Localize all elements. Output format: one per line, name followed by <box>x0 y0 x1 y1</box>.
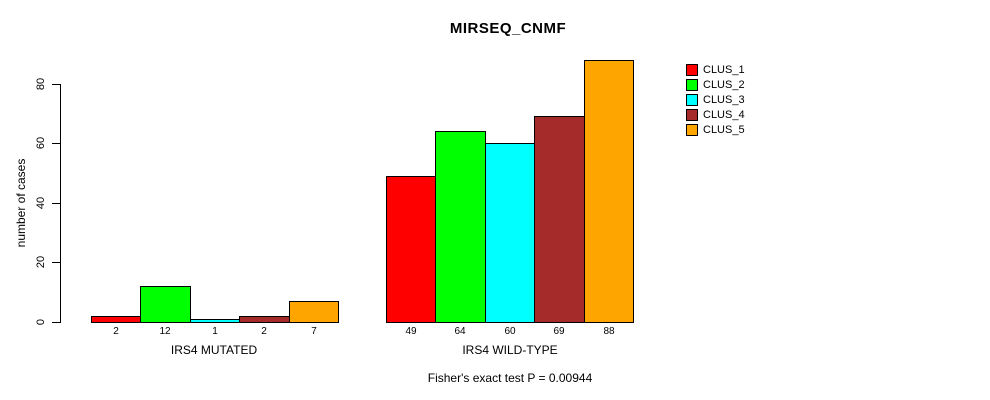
bar-value-label: 64 <box>454 326 466 337</box>
y-tick <box>52 84 60 85</box>
legend-swatch-clus_5 <box>686 124 698 136</box>
bar-value-label: 69 <box>553 326 565 337</box>
bar-clus_3-group2 <box>485 143 535 323</box>
legend-swatch-clus_1 <box>686 64 698 76</box>
y-tick-label: 40 <box>35 196 47 210</box>
bar-value-label: 7 <box>311 326 317 337</box>
y-tick <box>52 143 60 144</box>
y-tick-label: 20 <box>35 255 47 269</box>
chart-title: MIRSEQ_CNMF <box>449 20 567 37</box>
group-label-wild-type: IRS4 WILD-TYPE <box>462 343 558 357</box>
bar-value-label: 1 <box>212 326 218 337</box>
bar-clus_5-group1 <box>289 301 339 323</box>
bar-clus_1-group1 <box>91 316 141 323</box>
bar-clus_4-group2 <box>534 116 585 323</box>
legend-label-clus_1: CLUS_1 <box>703 64 745 76</box>
bar-clus_2-group1 <box>140 286 191 323</box>
legend-swatch-clus_4 <box>686 109 698 121</box>
legend-label-clus_2: CLUS_2 <box>703 79 745 91</box>
bar-clus_2-group2 <box>435 131 486 323</box>
legend-label-clus_5: CLUS_5 <box>703 124 745 136</box>
bar-value-label: 49 <box>405 326 417 337</box>
bar-clus_5-group2 <box>584 60 634 323</box>
y-tick <box>52 203 60 204</box>
bar-clus_4-group1 <box>239 316 290 323</box>
group-label-mutated: IRS4 MUTATED <box>170 343 258 357</box>
y-tick-label: 0 <box>35 318 47 326</box>
y-tick-label: 60 <box>35 136 47 150</box>
legend-label-clus_3: CLUS_3 <box>703 94 745 106</box>
bar-clus_1-group2 <box>386 176 436 323</box>
fisher-test-annotation: Fisher's exact test P = 0.00944 <box>427 371 593 385</box>
bar-clus_3-group1 <box>190 319 240 323</box>
y-tick <box>52 262 60 263</box>
y-tick <box>52 322 60 323</box>
bar-value-label: 12 <box>159 326 171 337</box>
y-axis-label: number of cases <box>14 158 28 248</box>
bar-value-label: 2 <box>113 326 119 337</box>
legend-swatch-clus_2 <box>686 79 698 91</box>
bar-value-label: 88 <box>603 326 615 337</box>
y-axis-line <box>60 84 61 323</box>
bar-value-label: 60 <box>504 326 516 337</box>
legend-label-clus_4: CLUS_4 <box>703 109 745 121</box>
bar-value-label: 2 <box>261 326 267 337</box>
legend-swatch-clus_3 <box>686 94 698 106</box>
y-tick-label: 80 <box>35 77 47 91</box>
